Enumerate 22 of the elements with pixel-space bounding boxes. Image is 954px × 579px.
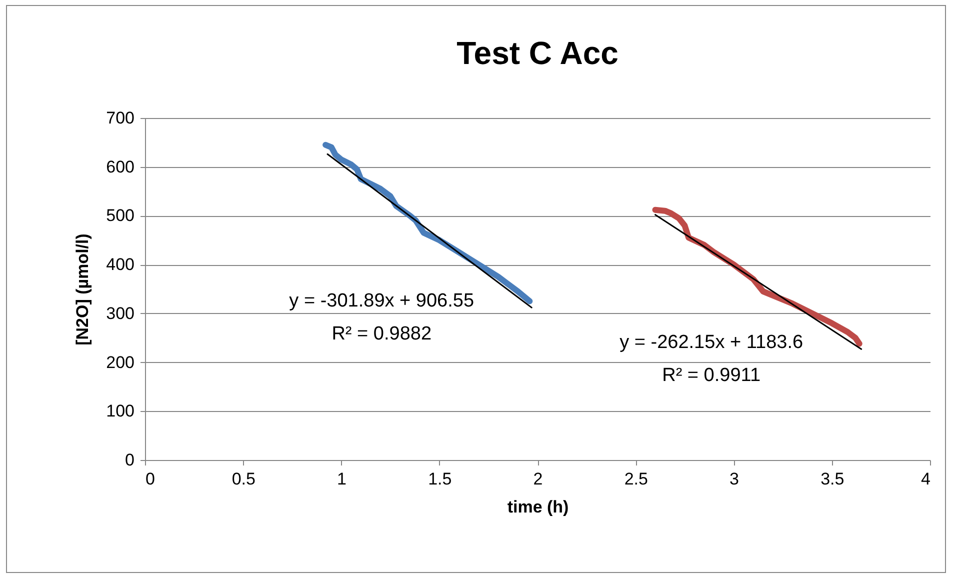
y-tick-label: 600: [106, 157, 134, 176]
x-tick-label: 2: [533, 470, 543, 488]
y-tick-label: 300: [106, 304, 134, 323]
y-tick-label: 400: [106, 255, 134, 274]
x-tick-label: 0.5: [232, 470, 256, 488]
chart-title: Test C Acc: [456, 35, 618, 71]
x-tick-label: 4: [921, 470, 930, 488]
x-tick-label: 0: [146, 470, 155, 488]
x-tick-label: 1.5: [428, 470, 452, 488]
y-tick-label: 0: [125, 450, 134, 470]
y-tick-label: 500: [106, 206, 134, 226]
x-axis-title: time (h): [507, 498, 569, 516]
y-axis-title: [N2O] (µmol/l): [73, 234, 92, 346]
x-tick-label: 3.5: [820, 470, 844, 488]
x-tick-label: 2.5: [624, 470, 648, 488]
y-tick-label: 100: [106, 402, 134, 421]
y-tick-label: 700: [106, 108, 134, 128]
x-tick-label: 1: [337, 470, 346, 488]
x-tick-label: 3: [730, 470, 739, 488]
annotation: y = -301.89x + 906.55 R² = 0.9882: [289, 290, 474, 345]
y-tick-label: 200: [106, 352, 134, 372]
annotation: y = -262.15x + 1183.6 R² = 0.9911: [620, 332, 804, 386]
